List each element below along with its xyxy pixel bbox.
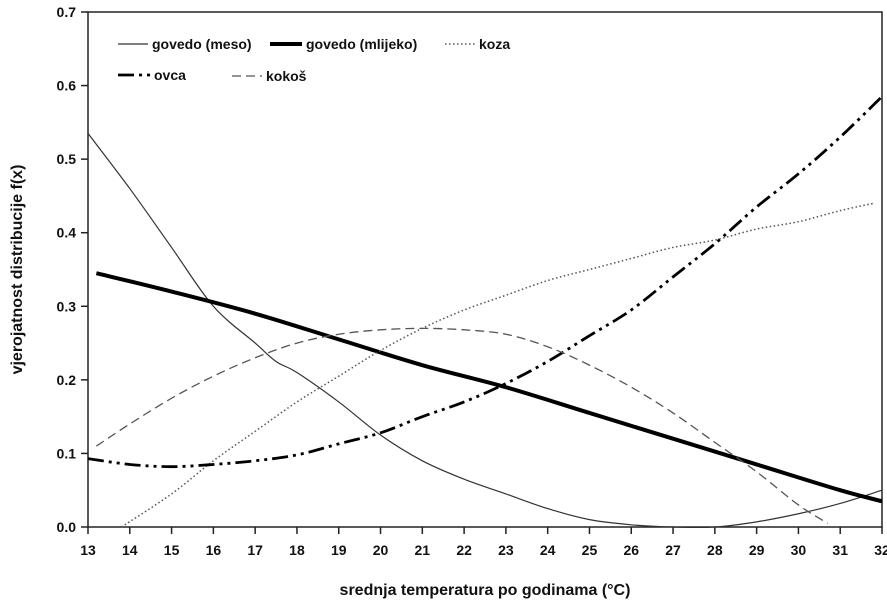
x-tick-label: 25 xyxy=(582,542,598,558)
x-tick-label: 32 xyxy=(874,542,887,558)
legend-label: koza xyxy=(479,36,510,52)
y-tick-label: 0.5 xyxy=(57,151,77,167)
x-tick-label: 23 xyxy=(498,542,514,558)
x-tick-label: 15 xyxy=(164,542,180,558)
x-tick-label: 18 xyxy=(289,542,305,558)
legend: govedo (meso) govedo (mlijeko) koza ovca kok… xyxy=(118,36,510,84)
y-tick-label: 0.4 xyxy=(57,225,77,241)
legend-label: kokoš xyxy=(266,68,307,84)
x-tick-label: 13 xyxy=(80,542,96,558)
legend-label: govedo (mlijeko) xyxy=(306,36,417,52)
x-tick-label: 28 xyxy=(707,542,723,558)
y-axis-ticks: 0.0 0.1 0.2 0.3 0.4 0.5 0.6 0.7 xyxy=(57,4,88,535)
y-tick-label: 0.1 xyxy=(57,445,77,461)
y-tick-label: 0.2 xyxy=(57,372,77,388)
legend-label: ovca xyxy=(154,67,186,83)
plot-area-frame xyxy=(87,11,883,528)
y-tick-label: 0.0 xyxy=(57,519,77,535)
x-tick-label: 20 xyxy=(373,542,389,558)
x-tick-label: 31 xyxy=(832,542,848,558)
x-tick-label: 14 xyxy=(122,542,138,558)
series-line xyxy=(95,271,883,504)
x-tick-label: 21 xyxy=(415,542,431,558)
x-tick-label: 26 xyxy=(623,542,639,558)
x-tick-label: 16 xyxy=(206,542,222,558)
y-tick-label: 0.7 xyxy=(57,4,77,20)
series-line xyxy=(96,327,829,524)
x-tick-label: 29 xyxy=(749,542,765,558)
x-tick-label: 27 xyxy=(665,542,681,558)
x-tick-label: 22 xyxy=(456,542,472,558)
y-tick-label: 0.3 xyxy=(57,298,77,314)
legend-label: govedo (meso) xyxy=(152,36,252,52)
series-line xyxy=(87,95,883,469)
x-tick-label: 17 xyxy=(247,542,263,558)
series-layer xyxy=(87,95,883,529)
x-tick-label: 19 xyxy=(331,542,347,558)
series-line xyxy=(121,202,874,528)
x-axis-title: srednja temperatura po godinama (°C) xyxy=(340,582,631,599)
x-axis-ticks: 13 14 15 16 17 18 19 20 21 22 23 24 25 26 27 28 29 30 31 32 xyxy=(80,527,887,558)
series-line xyxy=(87,133,883,529)
x-tick-label: 30 xyxy=(791,542,807,558)
x-tick-label: 24 xyxy=(540,542,556,558)
y-axis-title: vjerojatnost distribucije f(x) xyxy=(9,165,26,375)
y-tick-label: 0.6 xyxy=(57,78,77,94)
